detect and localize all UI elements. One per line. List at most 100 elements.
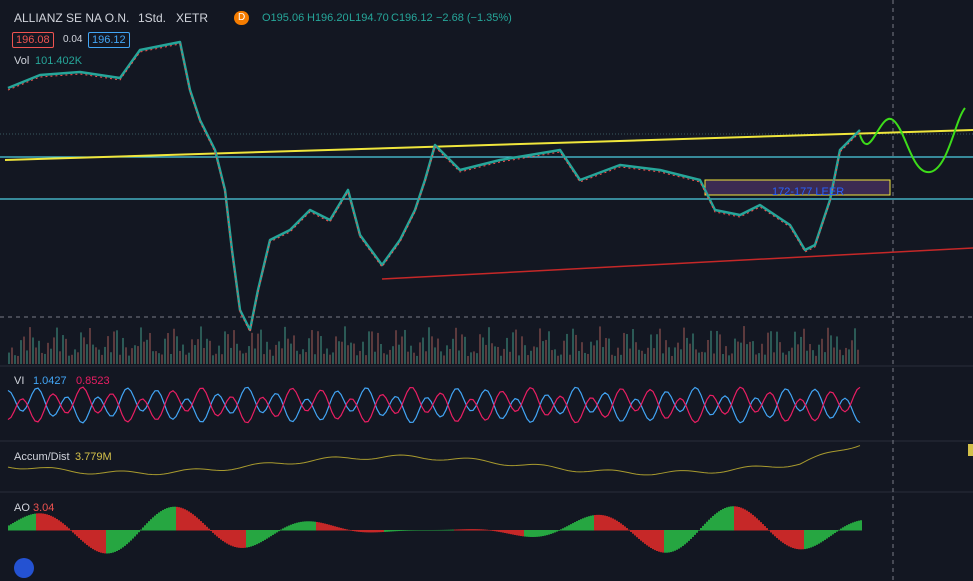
volume-bar [836, 336, 838, 364]
symbol[interactable]: ALLIANZ SE NA O.N. [14, 11, 130, 25]
volume-bar [479, 334, 481, 364]
volume-bar [674, 347, 676, 364]
ao-bar [450, 529, 452, 531]
volume-bar [539, 328, 541, 364]
ao-bar [714, 514, 716, 531]
accum-line [7, 445, 861, 476]
ao-bar [468, 529, 470, 531]
volume-bar [53, 337, 55, 364]
ao-bar [248, 530, 250, 548]
volume-bar [548, 331, 550, 364]
badge[interactable]: D [234, 11, 250, 25]
ao-bar [68, 528, 70, 531]
volume-bar [260, 329, 262, 364]
interval[interactable]: 1Std. [138, 11, 167, 25]
ao-bar [358, 530, 360, 532]
ao-bar [64, 524, 66, 531]
volume-bar [641, 350, 643, 364]
volume-bar [713, 353, 715, 364]
ao-bar [100, 530, 102, 553]
ao-bar [196, 517, 198, 531]
volume-bar [845, 347, 847, 364]
volume-bar [110, 352, 112, 364]
close: C196.12 [391, 12, 433, 24]
ao-bar [820, 530, 822, 543]
ao-bar [844, 526, 846, 531]
ao-value: 3.04 [33, 502, 55, 514]
volume-bar [14, 355, 16, 364]
volume-bar [320, 336, 322, 364]
ao-bar [548, 530, 550, 535]
volume-bar [317, 331, 319, 364]
ao-bar [586, 516, 588, 531]
volume-bar [806, 350, 808, 364]
ao-bar [608, 516, 610, 531]
ao-bar [26, 515, 28, 531]
volume-bar [587, 353, 589, 364]
volume-bar [416, 355, 418, 364]
ao-bar [316, 521, 318, 531]
volume-bar [146, 339, 148, 364]
ao-bar [676, 530, 678, 550]
ao-bar [184, 509, 186, 531]
volume-bar [50, 348, 52, 364]
ao-bar [84, 530, 86, 544]
volume-bar [407, 351, 409, 364]
accum-line [7, 445, 861, 476]
ao-bar [392, 530, 394, 532]
ao-bar [386, 530, 388, 532]
volume-bar [425, 351, 427, 364]
ao-bar [484, 529, 486, 531]
volume-bar [653, 348, 655, 364]
volume-bar [464, 336, 466, 364]
ao-bar [42, 513, 44, 531]
ao-bar [138, 530, 140, 533]
trend-line [381, 247, 973, 280]
ao-bar [654, 530, 656, 551]
volume-bar [68, 355, 70, 364]
ao-bar [808, 530, 810, 549]
ao-bar [482, 529, 484, 531]
ask[interactable]: 196.12 [88, 32, 130, 48]
ao-bar [272, 530, 274, 535]
ao-bar [246, 530, 248, 548]
volume-bar [251, 332, 253, 364]
volume-bar [842, 355, 844, 364]
volume-bar [308, 338, 310, 364]
ao-bar [136, 530, 138, 535]
ao-bar [394, 530, 396, 532]
ao-bar [152, 517, 154, 531]
ao-bar [414, 530, 416, 531]
ao-bar [232, 530, 234, 547]
ao-bar [686, 530, 688, 543]
ao-bar [20, 518, 22, 531]
bid[interactable]: 196.08 [12, 32, 54, 48]
logo[interactable] [14, 558, 34, 578]
ao-bar [718, 511, 720, 531]
ao-bar [370, 530, 372, 533]
ao-bar [244, 530, 246, 548]
ao-bar [610, 517, 612, 531]
volume-bar [275, 344, 277, 364]
ao-bar [432, 529, 434, 531]
volume-bar [596, 340, 598, 364]
volume-bar [461, 334, 463, 364]
high: H196.20 [307, 12, 349, 24]
volume-bar [677, 342, 679, 364]
ao-bar [724, 508, 726, 531]
ao-bar [308, 521, 310, 531]
volume-bar [470, 352, 472, 364]
ao-bar [598, 514, 600, 531]
volume-bar [398, 344, 400, 364]
ao-bar [52, 516, 54, 531]
ao-bar [334, 526, 336, 531]
ao-bar [796, 530, 798, 550]
volume-bar [359, 350, 361, 364]
volume-bar [779, 342, 781, 364]
volume-bar [704, 352, 706, 364]
ao-bar [240, 530, 242, 548]
ao-bar [132, 530, 134, 539]
ao-bar [298, 522, 300, 531]
ao-bar [446, 529, 448, 531]
volume-bar [89, 328, 91, 364]
